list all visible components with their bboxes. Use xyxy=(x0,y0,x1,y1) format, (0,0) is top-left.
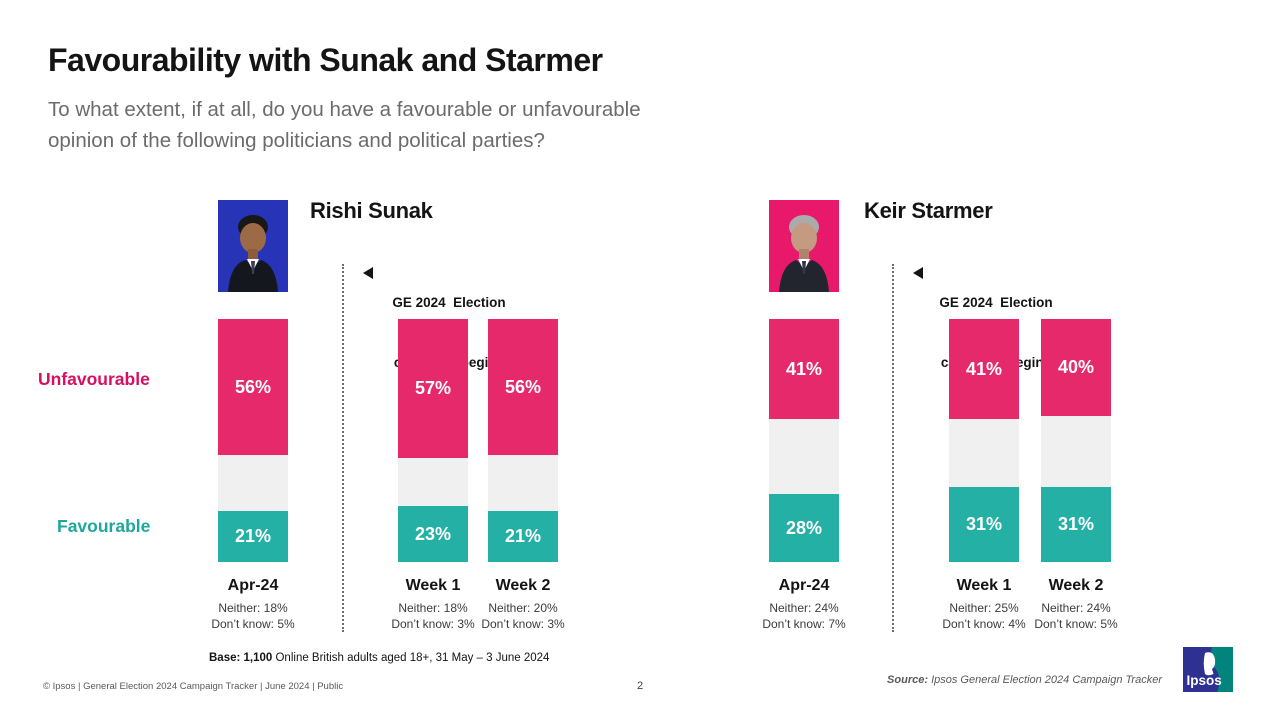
campaign-note-line-1: GE 2024 Election xyxy=(939,294,1053,310)
neither-segment xyxy=(398,458,468,506)
person-portrait-icon xyxy=(218,200,288,292)
starmer-name: Keir Starmer xyxy=(864,198,993,223)
sunak-photo xyxy=(218,200,288,292)
question-line-1: To what extent, if at all, do you have a… xyxy=(48,98,641,121)
favourable-segment: 28% xyxy=(769,494,839,562)
bar-column: 41% 31% xyxy=(949,319,1019,562)
bar-column: 56% 21% xyxy=(488,319,558,562)
neither-note: Neither: 25% xyxy=(949,601,1019,615)
neither-segment xyxy=(769,419,839,494)
source-note: Source: Ipsos General Election 2024 Camp… xyxy=(887,674,1162,686)
source-rest: Ipsos General Election 2024 Campaign Tra… xyxy=(928,674,1162,686)
favourable-segment: 31% xyxy=(949,487,1019,562)
category-label: Week 1 xyxy=(956,577,1012,594)
favourable-segment: 21% xyxy=(218,511,288,562)
bar-column-labels: Week 2 Neither: 20% Don’t know: 3% xyxy=(463,577,583,632)
bar-column: 57% 23% xyxy=(398,319,468,562)
bar-column: 56% 21% xyxy=(218,319,288,562)
unfavourable-segment: 56% xyxy=(218,319,288,455)
unfavourable-axis-label: Unfavourable xyxy=(38,369,150,389)
ipsos-logo-text: Ipsos xyxy=(1187,673,1222,688)
dont-know-note: Don’t know: 3% xyxy=(391,617,475,631)
bar-value-label: 56% xyxy=(234,376,272,397)
unfavourable-segment: 40% xyxy=(1041,319,1111,416)
favourable-axis-label: Favourable xyxy=(57,516,151,536)
neither-note: Neither: 24% xyxy=(1041,601,1111,615)
bar-value-label: 21% xyxy=(234,526,272,546)
sunak-name: Rishi Sunak xyxy=(310,198,433,223)
question-line-2: opinion of the following politicians and… xyxy=(48,129,545,152)
bar-column-labels: Week 2 Neither: 24% Don’t know: 5% xyxy=(1016,577,1136,632)
person-portrait-icon xyxy=(769,200,839,292)
page-number: 2 xyxy=(636,680,644,692)
neither-segment xyxy=(1041,416,1111,487)
bar-value-label: 41% xyxy=(785,358,823,379)
starmer-campaign-start-line xyxy=(892,264,894,632)
question-text: To what extent, if at all, do you have a… xyxy=(48,94,641,156)
dont-know-note: Don’t know: 5% xyxy=(1034,617,1118,631)
starmer-campaign-marker-icon xyxy=(913,267,923,279)
dont-know-note: Don’t know: 3% xyxy=(481,617,565,631)
category-label: Apr-24 xyxy=(778,577,830,594)
unfavourable-segment: 41% xyxy=(949,319,1019,419)
bar-value-label: 41% xyxy=(965,358,1003,379)
bar-value-label: 23% xyxy=(414,523,452,544)
neither-note: Neither: 24% xyxy=(769,601,839,615)
neither-note: Neither: 18% xyxy=(218,601,288,615)
neither-segment xyxy=(949,419,1019,487)
base-note-bold: Base: 1,100 xyxy=(209,652,273,664)
campaign-note-line-1: GE 2024 Election xyxy=(392,294,506,310)
bar-value-label: 31% xyxy=(1057,514,1095,534)
favourable-segment: 21% xyxy=(488,511,558,562)
bar-column-labels: Apr-24 Neither: 24% Don’t know: 7% xyxy=(744,577,864,632)
bar-value-label: 57% xyxy=(414,378,452,398)
base-note-rest: Online British adults aged 18+, 31 May –… xyxy=(272,652,550,664)
base-note: Base: 1,100 Online British adults aged 1… xyxy=(209,652,549,664)
sunak-campaign-marker-icon xyxy=(363,267,373,279)
dont-know-note: Don’t know: 4% xyxy=(942,617,1026,631)
dont-know-note: Don’t know: 7% xyxy=(762,617,846,631)
bar-value-label: 31% xyxy=(965,514,1003,534)
unfavourable-segment: 56% xyxy=(488,319,558,455)
bar-value-label: 56% xyxy=(504,376,542,397)
neither-note: Neither: 18% xyxy=(398,601,468,615)
bar-column: 40% 31% xyxy=(1041,319,1111,562)
favourable-segment: 23% xyxy=(398,506,468,562)
ipsos-logo-icon: Ipsos xyxy=(1183,647,1233,692)
sunak-campaign-start-line xyxy=(342,264,344,632)
bar-column-labels: Apr-24 Neither: 18% Don’t know: 5% xyxy=(193,577,313,632)
category-label: Week 2 xyxy=(495,577,551,594)
bar-value-label: 28% xyxy=(785,517,823,538)
favourable-segment: 31% xyxy=(1041,487,1111,562)
neither-segment xyxy=(218,455,288,511)
ipsos-logo: Ipsos xyxy=(1183,647,1233,692)
category-label: Week 1 xyxy=(405,577,461,594)
unfavourable-segment: 57% xyxy=(398,319,468,458)
footer-copyright: © Ipsos | General Election 2024 Campaign… xyxy=(43,681,344,692)
page-title: Favourability with Sunak and Starmer xyxy=(48,42,603,78)
bar-column: 41% 28% xyxy=(769,319,839,562)
bar-value-label: 40% xyxy=(1057,357,1095,377)
bar-value-label: 21% xyxy=(504,526,542,546)
source-label: Source: xyxy=(887,674,929,686)
unfavourable-segment: 41% xyxy=(769,319,839,419)
category-label: Week 2 xyxy=(1048,577,1104,594)
category-label: Apr-24 xyxy=(227,577,279,594)
neither-note: Neither: 20% xyxy=(488,601,558,615)
dont-know-note: Don’t know: 5% xyxy=(211,617,295,631)
neither-segment xyxy=(488,455,558,511)
bar-column-labels: Week 1 Neither: 25% Don’t know: 4% xyxy=(924,577,1044,632)
bar-column-labels: Week 1 Neither: 18% Don’t know: 3% xyxy=(373,577,493,632)
starmer-photo xyxy=(769,200,839,292)
